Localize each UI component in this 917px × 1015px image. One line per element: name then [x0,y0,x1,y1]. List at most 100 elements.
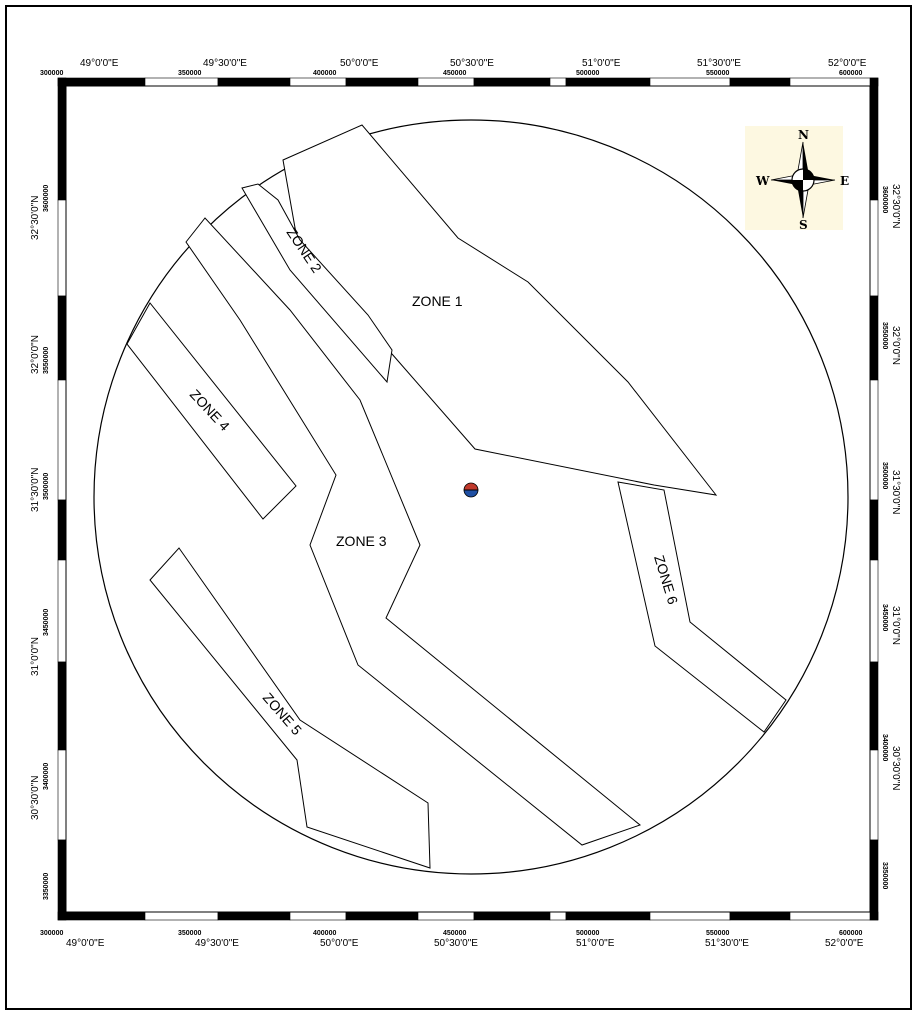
top-axis: 49°0'0"E 49°30'0"E 50°0'0"E 50°30'0"E 51… [40,58,867,77]
bottom-utm-label: 450000 [443,930,466,937]
top-utm-label: 550000 [706,70,729,77]
right-deg-label: 32°0'0"N [890,326,901,365]
border-segment [869,559,879,663]
bottom-deg-label: 52°0'0"E [825,938,864,949]
bottom-deg-label: 49°0'0"E [66,938,105,949]
bottom-deg-label: 50°0'0"E [320,938,359,949]
border-segment [144,77,219,87]
zone-3-polygon [185,217,642,846]
compass-rose: N S E W [745,126,849,232]
border-segment [417,77,475,87]
bottom-utm-label: 550000 [706,930,729,937]
right-deg-label: 31°30'0"N [890,470,901,515]
bottom-deg-label: 51°30'0"E [705,938,749,949]
top-deg-label: 51°0'0"E [582,58,621,69]
border-segment [289,911,347,921]
right-axis: 3600000 3550000 3500000 3450000 3400000 … [881,184,901,889]
border-segment [869,661,879,751]
top-deg-label: 49°0'0"E [80,58,119,69]
border-segment [473,911,551,921]
border-segment [869,77,879,201]
border-segment [789,77,879,87]
border-segment [869,295,879,381]
border-segment [649,911,731,921]
border-segment [57,661,67,751]
border-segment [217,77,291,87]
border-segment [57,749,67,841]
left-utm-label: 3450000 [43,609,50,636]
bottom-deg-label: 51°0'0"E [576,938,615,949]
border-segment [57,77,146,87]
bottom-deg-label: 49°30'0"E [195,938,239,949]
border-segment [57,295,67,381]
border-segment [57,911,146,921]
zone-4-polygon [126,302,297,520]
top-deg-label: 51°30'0"E [697,58,741,69]
border-segment [869,749,879,841]
top-utm-label: 500000 [576,70,599,77]
left-deg-label: 31°0'0"N [30,637,41,676]
bottom-utm-label: 500000 [576,930,599,937]
border-segment [565,77,651,87]
border-segment [57,199,67,297]
top-deg-label: 50°30'0"E [450,58,494,69]
border-segment [217,911,291,921]
border-segment [473,77,551,87]
zone-6-polygon [617,481,787,733]
border-segment [57,77,67,201]
border-segment [869,199,879,297]
compass-icon [770,141,836,219]
top-deg-label: 49°30'0"E [203,58,247,69]
border-segment [649,77,731,87]
top-deg-label: 52°0'0"E [828,58,867,69]
border-segment [57,839,67,921]
zone-2-polygon [241,183,393,384]
bottom-utm-label: 350000 [178,930,201,937]
right-utm-label: 3450000 [881,604,888,631]
right-utm-label: 3600000 [881,186,888,213]
left-utm-label: 3500000 [43,473,50,500]
left-deg-label: 32°30'0"N [30,196,41,241]
top-deg-label: 50°0'0"E [340,58,379,69]
border-segment [729,911,791,921]
border-segment [869,379,879,501]
right-deg-label: 31°0'0"N [890,606,901,645]
zone-5-polygon [149,547,431,869]
left-deg-label: 30°30'0"N [30,776,41,821]
right-utm-label: 3350000 [881,862,888,889]
top-utm-label: 450000 [443,70,466,77]
left-deg-label: 31°30'0"N [30,468,41,513]
left-utm-label: 3600000 [43,185,50,212]
left-utm-label: 3550000 [43,347,50,374]
right-deg-label: 30°30'0"N [890,746,901,791]
left-deg-label: 32°0'0"N [30,335,41,374]
compass-south-label: S [799,218,808,232]
border-segment [789,911,879,921]
border-segment [345,77,419,87]
compass-north-label: N [798,128,809,142]
right-utm-label: 3400000 [881,734,888,761]
zone-1-label: ZONE 1 [412,293,463,309]
top-utm-label: 300000 [40,70,63,77]
left-axis: 32°30'0"N 32°0'0"N 31°30'0"N 31°0'0"N 30… [30,185,50,900]
top-utm-label: 350000 [178,70,201,77]
bottom-axis: 300000 350000 400000 450000 500000 55000… [40,930,864,949]
graduated-border [57,77,879,921]
station-marker-icon [463,482,479,498]
zone-3-label: ZONE 3 [336,533,387,549]
border-segment [417,911,475,921]
right-utm-label: 3500000 [881,462,888,489]
bottom-utm-label: 400000 [313,930,336,937]
border-segment [565,911,651,921]
compass-west-label: W [755,174,770,188]
border-segment [549,911,567,921]
border-segment [345,911,419,921]
bottom-utm-label: 600000 [839,930,862,937]
right-utm-label: 3550000 [881,322,888,349]
left-utm-label: 3400000 [43,763,50,790]
bottom-deg-label: 50°30'0"E [434,938,478,949]
border-segment [57,559,67,663]
left-utm-label: 3350000 [43,873,50,900]
